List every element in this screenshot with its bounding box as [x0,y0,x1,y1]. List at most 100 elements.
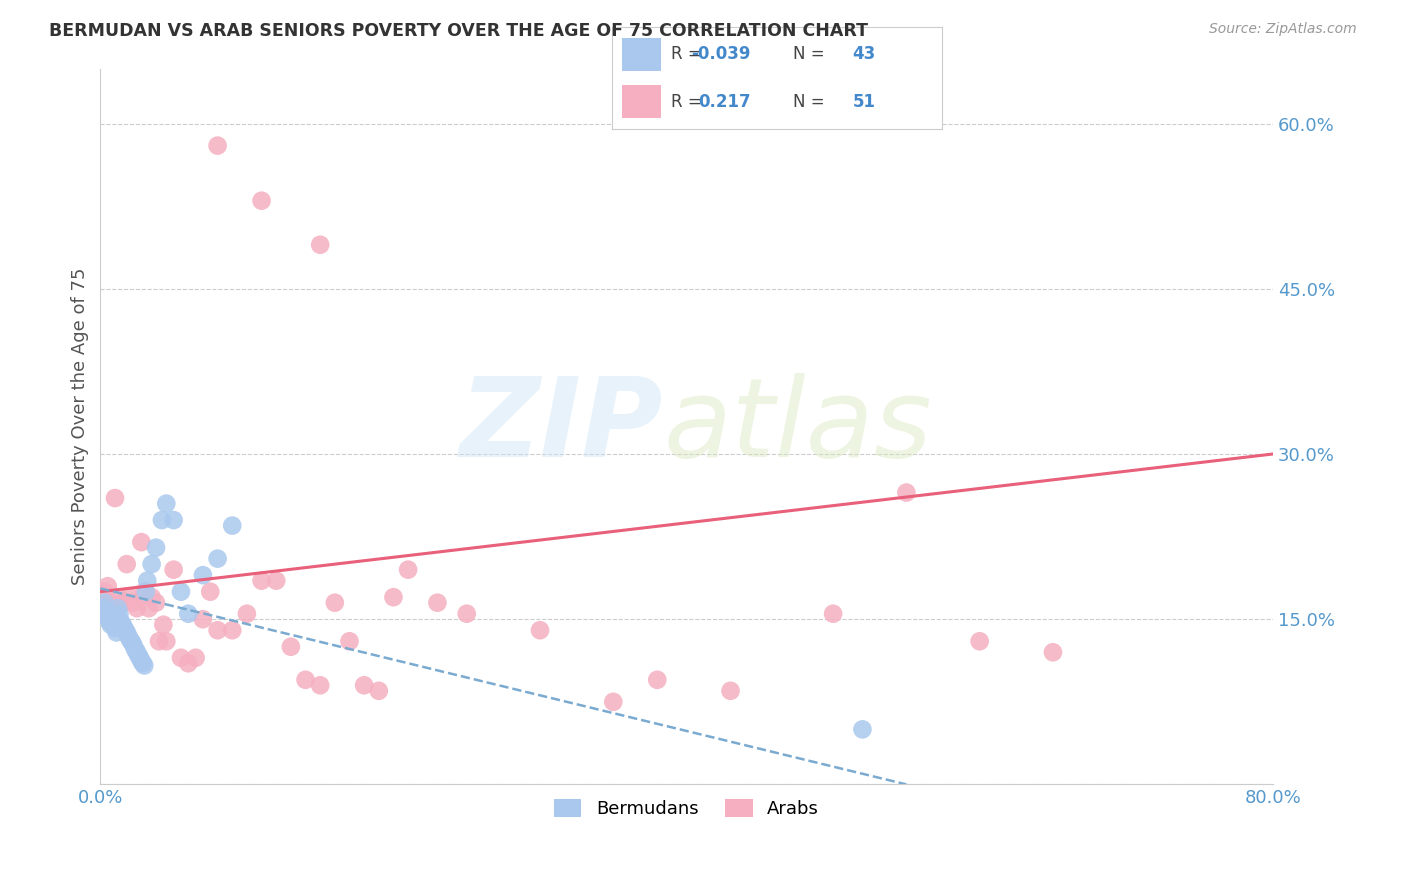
Point [141,557,163,571]
Point [110,615,132,629]
Point [250,194,273,208]
Point [134,658,156,673]
Text: N =: N = [793,45,825,63]
Point [107,590,129,604]
Point [104,491,127,505]
Point [115,625,138,640]
Point [131,654,153,668]
Point [121,596,143,610]
Text: BERMUDAN VS ARAB SENIORS POVERTY OVER THE AGE OF 75 CORRELATION CHART: BERMUDAN VS ARAB SENIORS POVERTY OVER TH… [49,22,869,40]
Point [111,596,134,610]
Point [896,485,918,500]
Point [170,650,193,665]
Point [309,237,332,252]
Point [91,601,114,615]
Point [111,617,134,632]
Point [280,640,302,654]
Point [96,603,118,617]
Point [155,497,177,511]
Bar [621,86,661,118]
Point [367,683,389,698]
Point [135,584,157,599]
Point [191,612,214,626]
Point [396,563,419,577]
Point [131,535,153,549]
Point [1042,645,1064,659]
Point [97,608,120,623]
Point [145,541,167,555]
Point [108,607,131,621]
Text: N =: N = [793,93,825,111]
Point [132,657,155,671]
Point [112,620,135,634]
Point [382,590,405,604]
Point [118,632,141,646]
Y-axis label: Seniors Poverty Over the Age of 75: Seniors Poverty Over the Age of 75 [72,268,89,585]
Point [529,624,551,638]
Point [98,615,121,629]
Point [115,557,138,571]
Point [94,596,117,610]
Text: 43: 43 [852,45,876,63]
Point [353,678,375,692]
Point [851,723,873,737]
Point [125,601,148,615]
Bar [621,38,661,70]
Point [97,579,120,593]
Point [236,607,259,621]
Point [114,624,136,638]
Point [221,624,243,638]
Point [155,634,177,648]
Point [177,607,200,621]
Point [145,596,167,610]
Point [117,629,139,643]
Text: atlas: atlas [664,373,932,480]
Point [94,584,117,599]
Point [264,574,287,588]
Point [118,590,141,604]
Point [127,648,149,663]
Point [125,645,148,659]
Point [136,574,159,588]
Point [141,590,163,604]
Point [150,513,173,527]
Text: 51: 51 [853,93,876,111]
Point [148,634,170,648]
Point [122,640,145,654]
Point [456,607,478,621]
Point [103,617,125,632]
Point [969,634,991,648]
Point [221,518,243,533]
Text: -0.039: -0.039 [690,45,751,63]
Legend: Bermudans, Arabs: Bermudans, Arabs [547,792,827,825]
Point [104,621,127,635]
Point [823,607,845,621]
Point [100,617,122,632]
Point [90,607,112,621]
Point [207,551,229,566]
Point [129,650,152,665]
Point [309,678,332,692]
Point [121,636,143,650]
Point [720,683,742,698]
Point [339,634,361,648]
Point [426,596,449,610]
Point [645,673,668,687]
Point [138,601,160,615]
Point [207,624,229,638]
Text: ZIP: ZIP [460,373,664,480]
Point [200,584,222,599]
Point [107,601,129,615]
Point [152,617,174,632]
Text: 0.217: 0.217 [697,93,751,111]
Point [101,612,124,626]
Point [323,596,346,610]
Point [134,584,156,599]
Point [162,513,184,527]
Text: R =: R = [671,93,702,111]
Point [177,657,200,671]
Point [100,596,122,610]
Point [602,695,624,709]
Point [124,643,146,657]
Point [105,625,128,640]
